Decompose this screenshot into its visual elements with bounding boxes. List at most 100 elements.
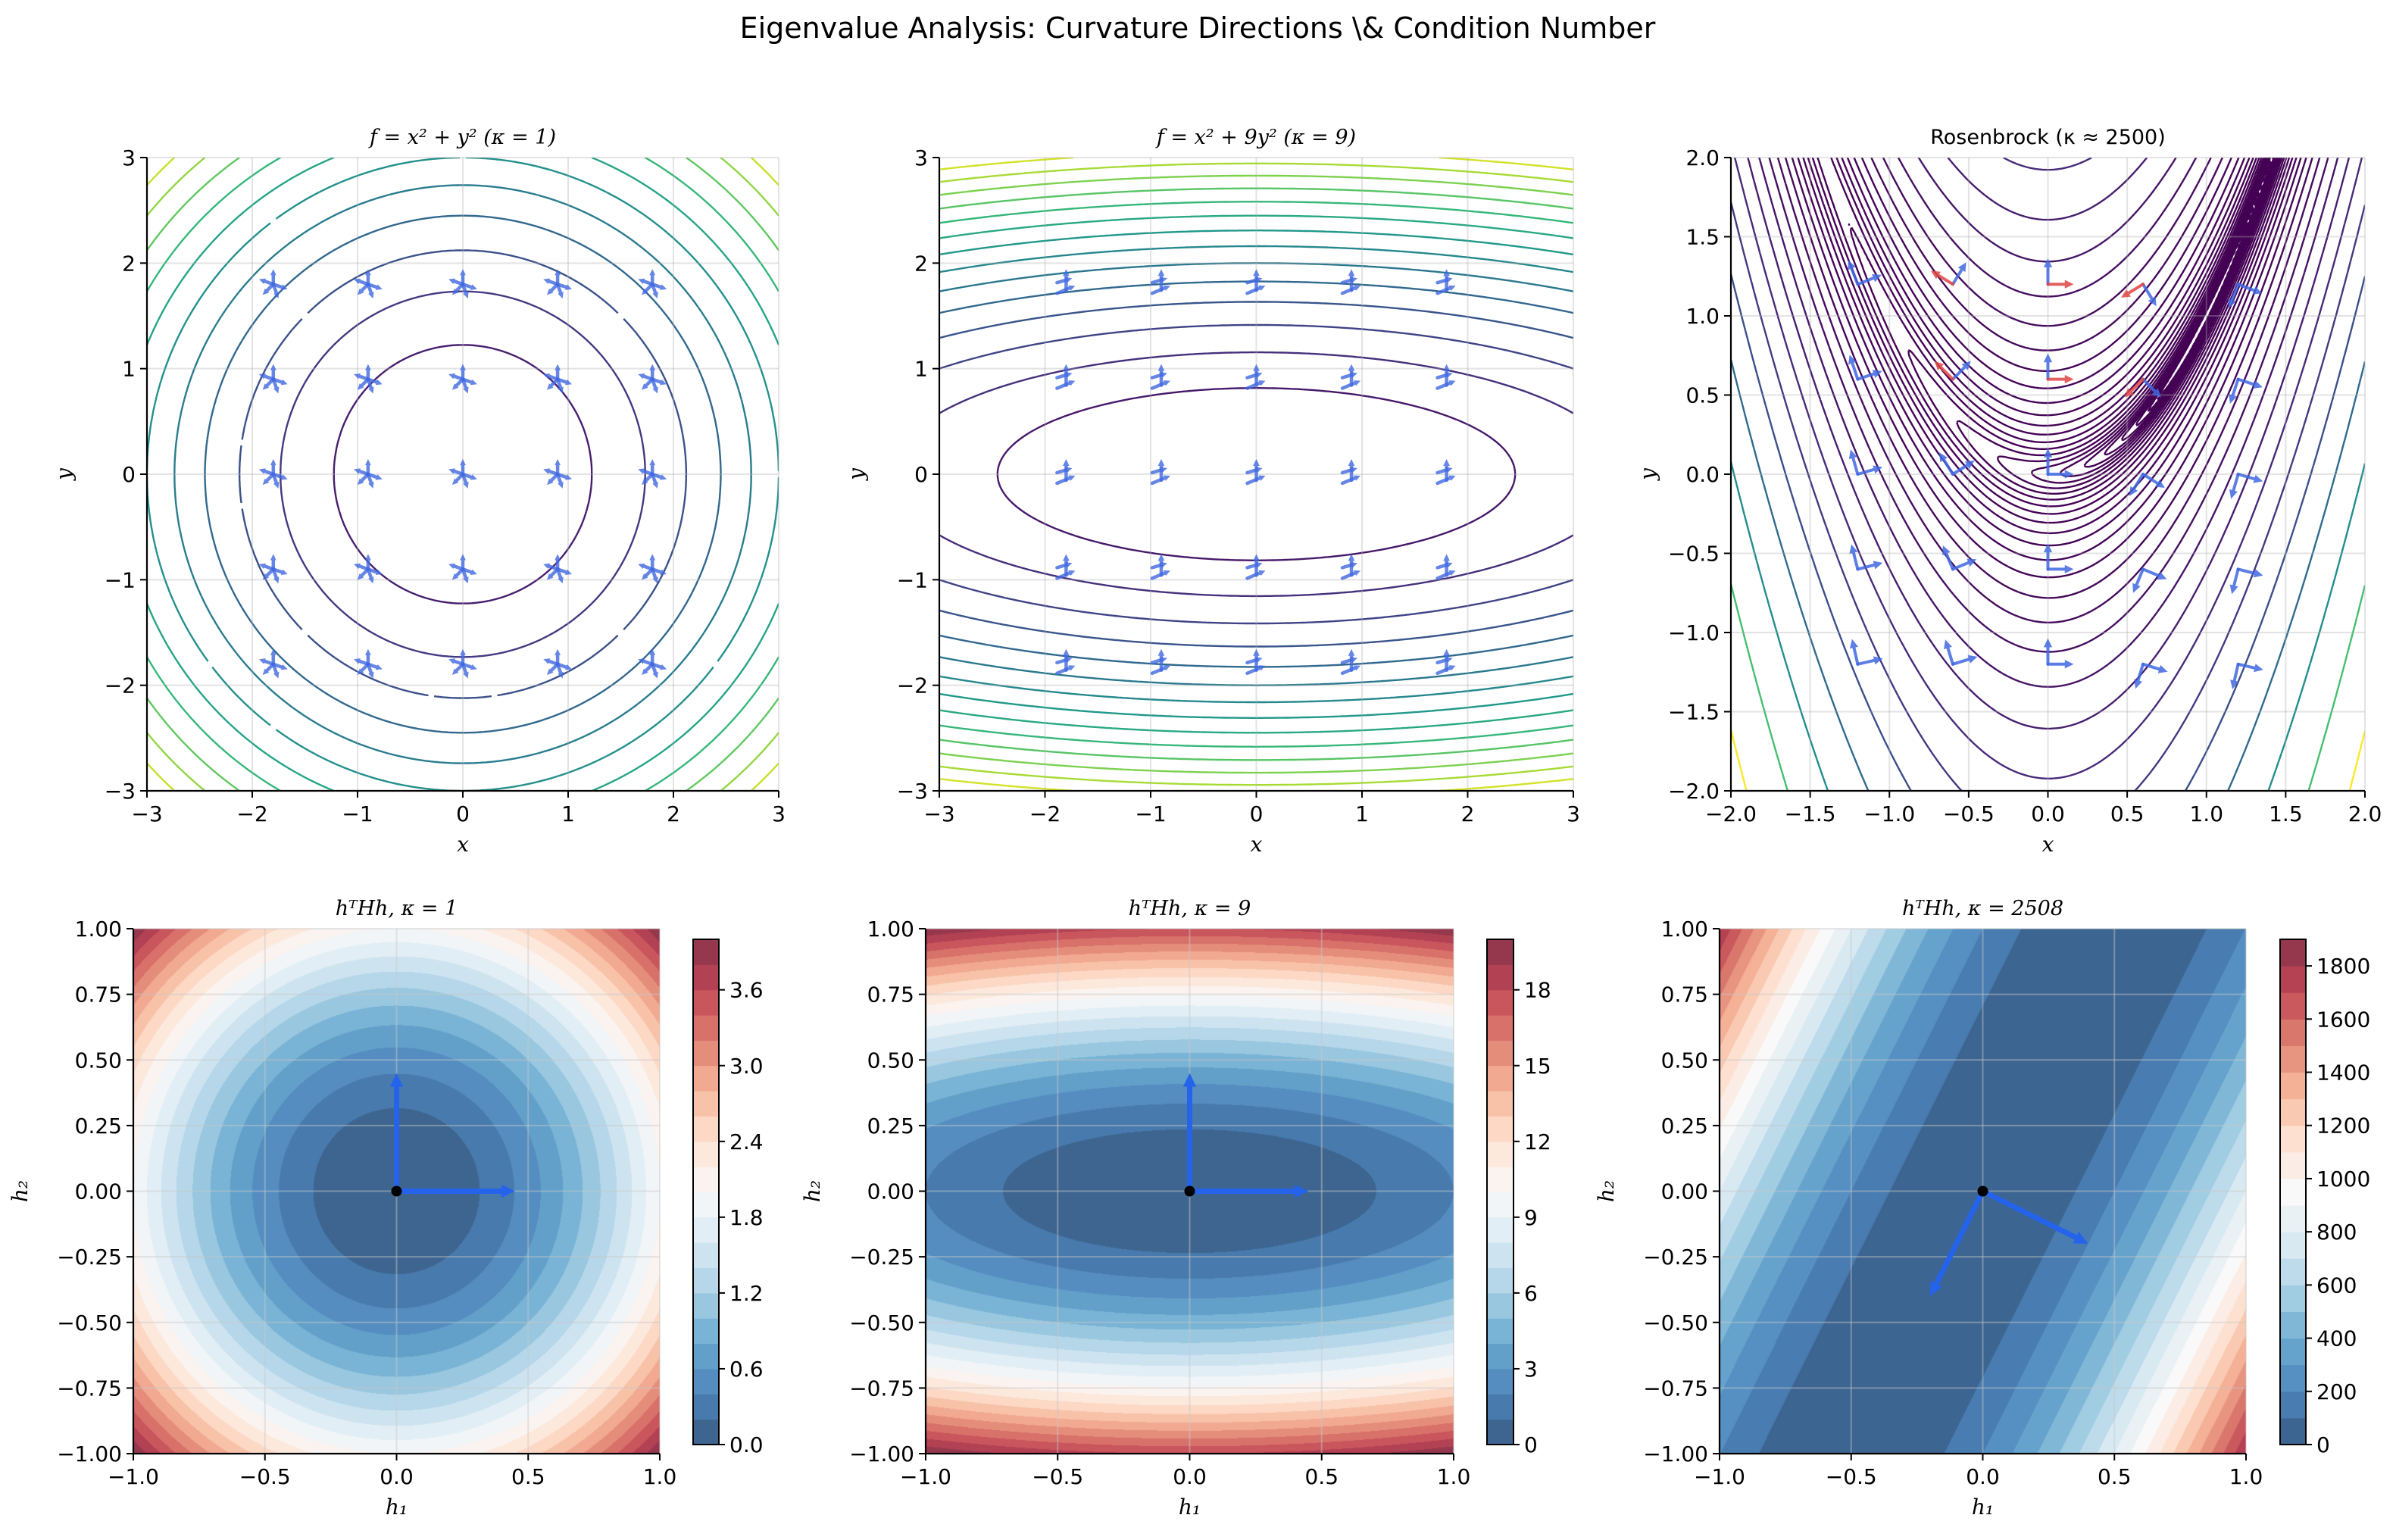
eigenvector-arrow [650,282,658,299]
eigenvector-arrow [1340,372,1358,380]
eigenvector-arrow [650,377,658,394]
arrow-head [258,658,266,664]
axes: −1.0 −0.5 0.0 0.5 1.0 −1.00 −0.75 −0.50 −0.25 0.0… [8,897,676,1520]
arrow-head [1065,276,1073,283]
arrow-shaft [366,472,373,486]
arrow-shaft [1055,278,1069,285]
arrow-shaft [461,567,468,580]
arrow-head [2043,353,2053,363]
arrow-head [460,554,466,561]
subplot-4: 0.00.61.21.82.43.03.6−1.0 −0.5 0.0 0.5 1.0−1… [8,897,764,1520]
arrow-head [554,269,561,276]
arrow-head [1873,656,1883,665]
eigenvector-arrow [543,373,560,381]
colorbar-tick-label: 12 [1524,1129,1551,1154]
x-tick-label: −1.0 [108,1464,159,1489]
arrow-head [554,364,561,370]
x-tick-label: −1.0 [1694,1464,1745,1489]
eigenvector-arrow [448,563,465,571]
eigenvector-arrow [1435,467,1453,475]
eigenvector-arrow [1055,380,1076,390]
y-tick-label: −3 [897,779,928,804]
y-tick-label: −2.0 [1668,779,1720,804]
arrow-head [1161,467,1167,473]
arrow-shaft [271,567,279,580]
arrow-head [448,563,456,570]
arrow-shaft [1340,666,1357,676]
eigenvector-arrow [1245,561,1263,570]
colorbar-band [693,1292,719,1319]
subplot-title: hᵀHh, κ = 9 [1129,897,1251,920]
y-tick-label: −0.25 [1643,1245,1708,1270]
arrow-shaft [1435,570,1453,580]
arrow-shaft [2141,473,2160,486]
arrow-shaft [1055,563,1069,570]
contour-lines [939,158,1573,791]
arrow-shaft [1245,286,1263,295]
arrow-head [1351,276,1358,283]
eigenvector-arrow [1435,475,1456,486]
arrow-head [375,569,383,576]
arrow-shaft [366,567,373,580]
colorbar-band [1487,1292,1514,1319]
eigenvector-arrow [1055,570,1076,580]
arrow-head [448,658,456,664]
contour-level [939,262,1573,686]
arrow-head [546,573,554,580]
arrow-head [1348,269,1355,276]
arrow-shaft [461,282,468,295]
arrow-shaft [555,377,563,390]
arrow-head [357,383,364,390]
x-tick-label: −0.5 [1943,801,1995,826]
colorbar-tick-label: 0 [2316,1432,2330,1457]
eigenvector-arrow [451,377,465,390]
arrow-head [1448,285,1456,291]
contour-level [1997,158,2280,489]
arrow-head [2151,388,2161,398]
arrow-head [2229,584,2238,595]
contour-level [939,230,1573,719]
principal-eigenvector-arrow [389,1073,404,1194]
contour-level [2031,158,2279,484]
eigenvector-arrow [1435,276,1453,285]
contour-lines [147,158,779,791]
arrow-head [1065,561,1073,568]
arrow-head [280,379,288,386]
arrow-head [1348,554,1355,561]
colorbar-band [2280,1285,2306,1312]
arrow-shaft [1055,381,1073,390]
positive-eigenvector-arrow [2236,377,2263,389]
arrow-head [1253,554,1260,561]
x-tick-label: 0.0 [1173,1464,1207,1489]
arrow-shaft [1951,364,1967,381]
y-tick-label: 3 [914,145,928,170]
contour-level [333,344,593,604]
eigenvector-arrow [1055,475,1076,486]
x-tick-label: −2.0 [1705,801,1757,826]
contour-level [939,214,1573,734]
eigenvector-arrow [366,662,374,679]
eigenvector-arrow [1245,665,1266,676]
arrow-head [660,284,667,290]
arrow-shaft [461,377,468,390]
arrow-head [448,278,456,284]
colorbar-band [693,1091,719,1117]
arrow-head [1445,657,1453,663]
arrow-head [448,373,456,380]
arrow-head [660,569,667,576]
positive-eigenvector-arrow [1951,460,1975,476]
y-axis-label: h₂ [8,1180,33,1202]
arrow-head [642,573,648,580]
arrow-head [463,671,469,679]
eigenvector-arrow [451,472,465,486]
contour-level [147,158,779,791]
arrow-head [2132,583,2141,593]
arrow-head [280,284,288,290]
arrow-head [1443,459,1450,467]
arrow-head [2252,286,2263,295]
colorbar-band [1487,939,1514,965]
arrow-head [642,478,648,486]
arrow-head [1967,654,1978,664]
arrow-head [2230,679,2239,689]
x-tick-label: −1 [1135,801,1166,826]
